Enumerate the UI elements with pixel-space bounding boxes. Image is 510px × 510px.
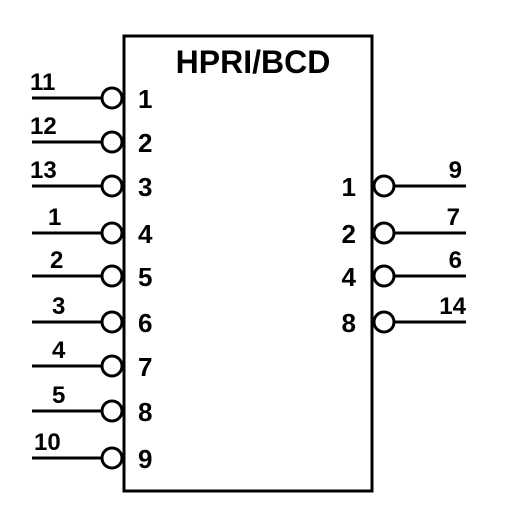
input-outside-label: 4 — [52, 337, 66, 364]
input-pin-1: 11 1 — [30, 69, 152, 114]
input-inside-label: 8 — [138, 397, 152, 427]
input-pin-7: 4 7 — [32, 337, 152, 382]
output-outside-label: 6 — [449, 247, 462, 274]
input-outside-label: 2 — [50, 247, 63, 274]
input-pin-3: 13 3 — [30, 157, 152, 202]
chip-title: HPRI/BCD — [176, 44, 331, 80]
inversion-bubble — [100, 174, 124, 198]
output-inside-label: 8 — [342, 308, 356, 338]
output-outside-label: 7 — [447, 204, 460, 231]
output-pin-1: 1 9 — [342, 157, 466, 202]
input-pin-9: 10 9 — [32, 429, 152, 474]
output-outside-label: 9 — [449, 157, 462, 184]
input-inside-label: 9 — [138, 444, 152, 474]
inversion-bubble — [372, 310, 396, 334]
input-outside-label: 1 — [48, 204, 61, 231]
input-pin-2: 12 2 — [30, 113, 152, 158]
inversion-bubble — [372, 264, 396, 288]
inversion-bubble — [100, 399, 124, 423]
output-inside-label: 2 — [342, 219, 356, 249]
input-outside-label: 13 — [30, 157, 57, 184]
input-outside-label: 10 — [34, 429, 61, 456]
input-outside-label: 5 — [52, 382, 65, 409]
output-outside-label: 14 — [439, 293, 466, 320]
input-pin-4: 1 4 — [32, 204, 153, 249]
input-outside-label: 12 — [30, 113, 57, 140]
inversion-bubble — [372, 221, 396, 245]
output-pin-4: 8 14 — [342, 293, 467, 338]
inversion-bubble — [100, 221, 124, 245]
input-inside-label: 1 — [138, 84, 152, 114]
input-inside-label: 4 — [138, 219, 153, 249]
inversion-bubble — [100, 86, 124, 110]
input-inside-label: 5 — [138, 262, 152, 292]
input-outside-label: 3 — [52, 293, 65, 320]
output-inside-label: 4 — [342, 262, 357, 292]
inversion-bubble — [100, 354, 124, 378]
input-pin-5: 2 5 — [32, 247, 152, 292]
input-inside-label: 7 — [138, 352, 152, 382]
inversion-bubble — [100, 446, 124, 470]
output-pin-3: 4 6 — [342, 247, 466, 292]
input-inside-label: 2 — [138, 128, 152, 158]
inversion-bubble — [100, 264, 124, 288]
output-inside-label: 1 — [342, 172, 356, 202]
input-pin-8: 5 8 — [32, 382, 152, 427]
inversion-bubble — [100, 130, 124, 154]
input-pin-6: 3 6 — [32, 293, 152, 338]
inversion-bubble — [100, 310, 124, 334]
inversion-bubble — [372, 174, 396, 198]
input-inside-label: 3 — [138, 172, 152, 202]
input-outside-label: 11 — [30, 69, 55, 96]
output-pin-2: 2 7 — [342, 204, 466, 249]
input-inside-label: 6 — [138, 308, 152, 338]
chip-body — [122, 34, 374, 493]
